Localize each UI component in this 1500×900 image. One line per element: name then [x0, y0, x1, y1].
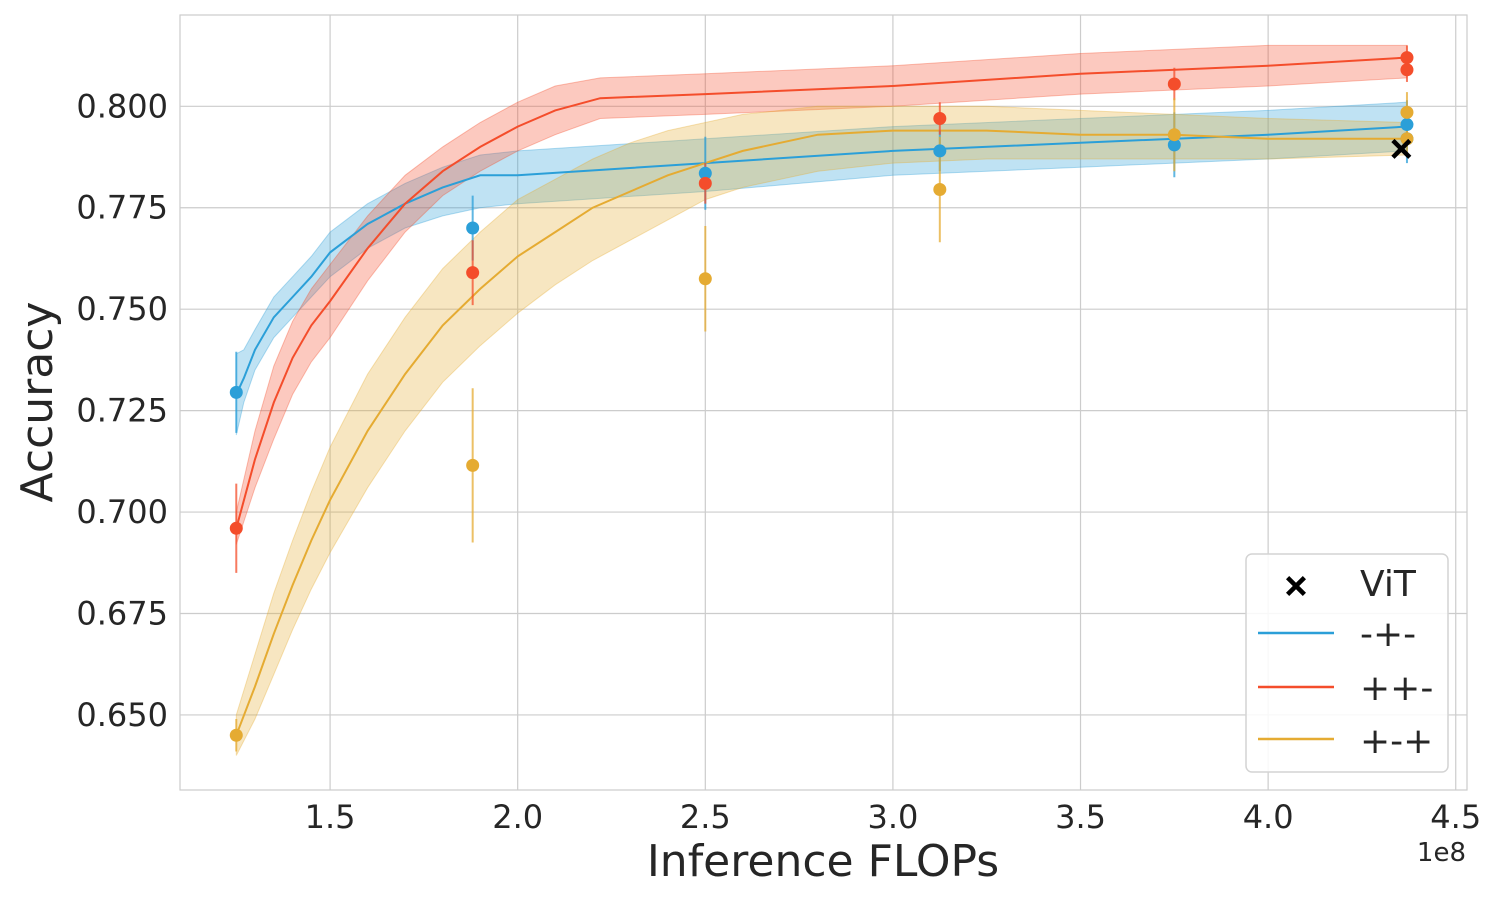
- y-tick-label: 0.725: [76, 392, 168, 430]
- legend-label-minus-plus-minus: -+-: [1360, 614, 1416, 655]
- legend-label-plus-minus-plus: +-+: [1360, 721, 1433, 762]
- y-tick-label: 0.750: [76, 290, 168, 328]
- vit-marker-group: [1391, 138, 1412, 159]
- x-axis-multiplier: 1e8: [1417, 838, 1466, 868]
- point-ppm: [698, 176, 712, 190]
- x-tick-label: 3.5: [1055, 798, 1106, 836]
- point-pmp: [698, 272, 712, 286]
- confidence-bands: [235, 44, 1408, 756]
- point-pmp: [466, 458, 480, 472]
- x-axis-title: Inference FLOPs: [647, 836, 999, 887]
- point-pmp: [1400, 105, 1414, 119]
- x-tick-label: 3.0: [867, 798, 918, 836]
- legend-label-plus-plus-minus: ++-: [1360, 668, 1433, 709]
- x-tick-label: 4.5: [1430, 798, 1481, 836]
- vit-marker: [1391, 138, 1412, 159]
- point-mpm: [1167, 138, 1181, 152]
- y-tick-label: 0.775: [76, 189, 168, 227]
- legend: ViT -+- ++- +-+: [1245, 553, 1449, 773]
- point-pmp: [933, 182, 947, 196]
- x-tick-label: 4.0: [1243, 798, 1294, 836]
- line-pmp: [235, 129, 1407, 736]
- x-tick-label: 2.0: [492, 798, 543, 836]
- legend-label-vit: ViT: [1360, 564, 1417, 605]
- point-ppm: [1167, 77, 1181, 91]
- series-lines: [235, 56, 1408, 736]
- point-ppm: [466, 266, 480, 280]
- x-tick-label: 2.5: [680, 798, 731, 836]
- point-ppm: [933, 111, 947, 125]
- point-ppm: [1400, 63, 1414, 77]
- x-tick-label: 1.5: [305, 798, 356, 836]
- legend-vit-marker: [1286, 576, 1306, 596]
- point-mpm: [466, 221, 480, 235]
- grid: [180, 15, 1467, 790]
- y-tick-label: 0.800: [76, 87, 168, 125]
- y-tick-label: 0.650: [76, 696, 168, 734]
- point-mpm: [698, 166, 712, 180]
- point-pmp: [1167, 128, 1181, 142]
- y-tick-label: 0.700: [76, 493, 168, 531]
- axes: [179, 14, 1468, 791]
- tick-labels: 1.5 2.0 2.5 3.0 3.5 4.0 4.5 0.650 0.675 0.700 0.72…: [76, 87, 1481, 836]
- plot-frame: [179, 14, 1468, 791]
- y-tick-label: 0.675: [76, 594, 168, 632]
- point-mpm: [1400, 118, 1414, 132]
- y-axis-title: Accuracy: [12, 302, 63, 503]
- line-ppm: [235, 56, 1408, 529]
- data-points: [229, 51, 1414, 742]
- point-ppm: [1400, 51, 1414, 65]
- point-mpm: [229, 385, 243, 399]
- point-mpm: [933, 144, 947, 158]
- point-pmp: [229, 728, 243, 742]
- legend-box: [1245, 553, 1449, 773]
- point-ppm: [229, 521, 243, 535]
